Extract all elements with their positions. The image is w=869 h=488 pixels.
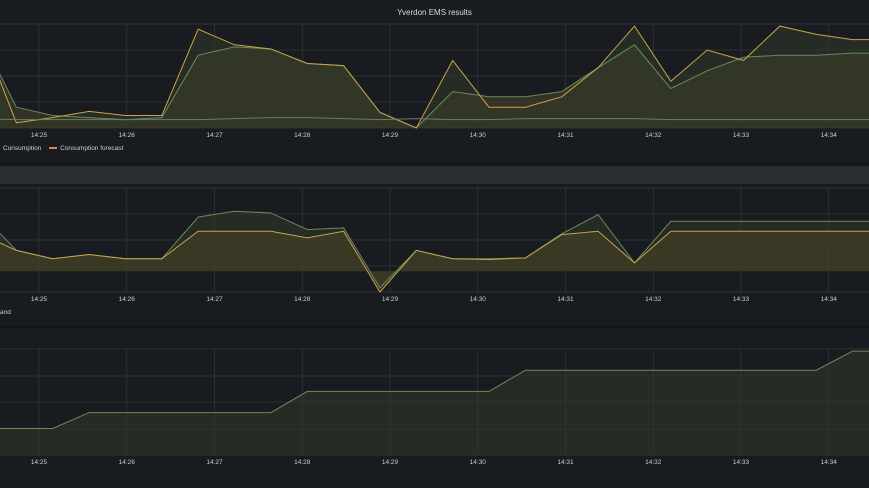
x-tick-label: 14:34 <box>821 459 838 466</box>
series-line-0[interactable] <box>0 350 869 429</box>
panel-consumption: Yverdon EMS results 14:25 14:26 14:27 14:28… <box>0 0 869 163</box>
x-tick-label: 14:30 <box>470 459 487 466</box>
x-tick-label: 14:28 <box>294 296 311 303</box>
chart-balance[interactable]: 14:25 14:26 14:27 14:28 14:29 14:30 14:31 14:32… <box>0 184 869 326</box>
x-tick-label: 14:27 <box>206 459 223 466</box>
x-tick-label: 14:31 <box>557 132 574 139</box>
x-tick-label: 14:30 <box>470 132 487 139</box>
panel-header-strip <box>0 166 869 184</box>
panel-title[interactable]: Yverdon EMS results <box>397 8 472 17</box>
x-tick-label: 14:34 <box>821 296 838 303</box>
x-tick-label: 14:27 <box>206 296 223 303</box>
x-tick-label: 14:25 <box>31 296 48 303</box>
x-tick-label: 14:29 <box>382 132 399 139</box>
x-tick-label: 14:26 <box>119 459 136 466</box>
x-tick-label: 14:32 <box>645 296 662 303</box>
legend-2: and <box>0 309 11 316</box>
x-tick-label: 14:26 <box>119 296 136 303</box>
legend-item-consumption[interactable]: Consumption <box>3 145 42 152</box>
x-tick-label: 14:25 <box>31 132 48 139</box>
panel-balance: 14:25 14:26 14:27 14:28 14:29 14:30 14:31 14:32… <box>0 184 869 326</box>
x-tick-label: 14:28 <box>294 132 311 139</box>
x-tick-label: 14:34 <box>821 132 838 139</box>
series-area-1 <box>0 26 869 128</box>
legend: Consumption Consumption forecast <box>0 145 123 152</box>
x-tick-label: 14:33 <box>733 132 750 139</box>
legend-swatch-forecast <box>49 147 58 150</box>
x-tick-label: 14:32 <box>645 132 662 139</box>
chart-consumption[interactable]: 14:25 14:26 14:27 14:28 14:29 14:30 14:31 14:32… <box>0 0 869 163</box>
series-line-2[interactable] <box>0 117 869 121</box>
legend-item-forecast[interactable]: Consumption forecast <box>60 145 124 152</box>
chart-cumulative[interactable]: 14:25 14:26 14:27 14:28 14:29 14:30 14:31 14:32… <box>0 329 869 488</box>
panel-cumulative: 14:25 14:26 14:27 14:28 14:29 14:30 14:31 14:32… <box>0 329 869 488</box>
series-area-1 <box>0 231 869 292</box>
x-tick-label: 14:29 <box>382 459 399 466</box>
x-tick-label: 14:25 <box>31 459 48 466</box>
x-tick-label: 14:26 <box>119 132 136 139</box>
x-tick-label: 14:33 <box>733 459 750 466</box>
x-tick-label: 14:27 <box>206 132 223 139</box>
x-tick-label: 14:33 <box>733 296 750 303</box>
series-line-1[interactable] <box>0 25 869 129</box>
x-tick-label: 14:30 <box>470 296 487 303</box>
legend-item-2[interactable]: and <box>0 309 11 316</box>
x-tick-label: 14:31 <box>557 296 574 303</box>
x-tick-label: 14:29 <box>382 296 399 303</box>
x-tick-label: 14:32 <box>645 459 662 466</box>
series-area-0 <box>0 351 869 455</box>
x-tick-label: 14:31 <box>557 459 574 466</box>
series-line-1[interactable] <box>0 230 869 293</box>
x-tick-label: 14:28 <box>294 459 311 466</box>
